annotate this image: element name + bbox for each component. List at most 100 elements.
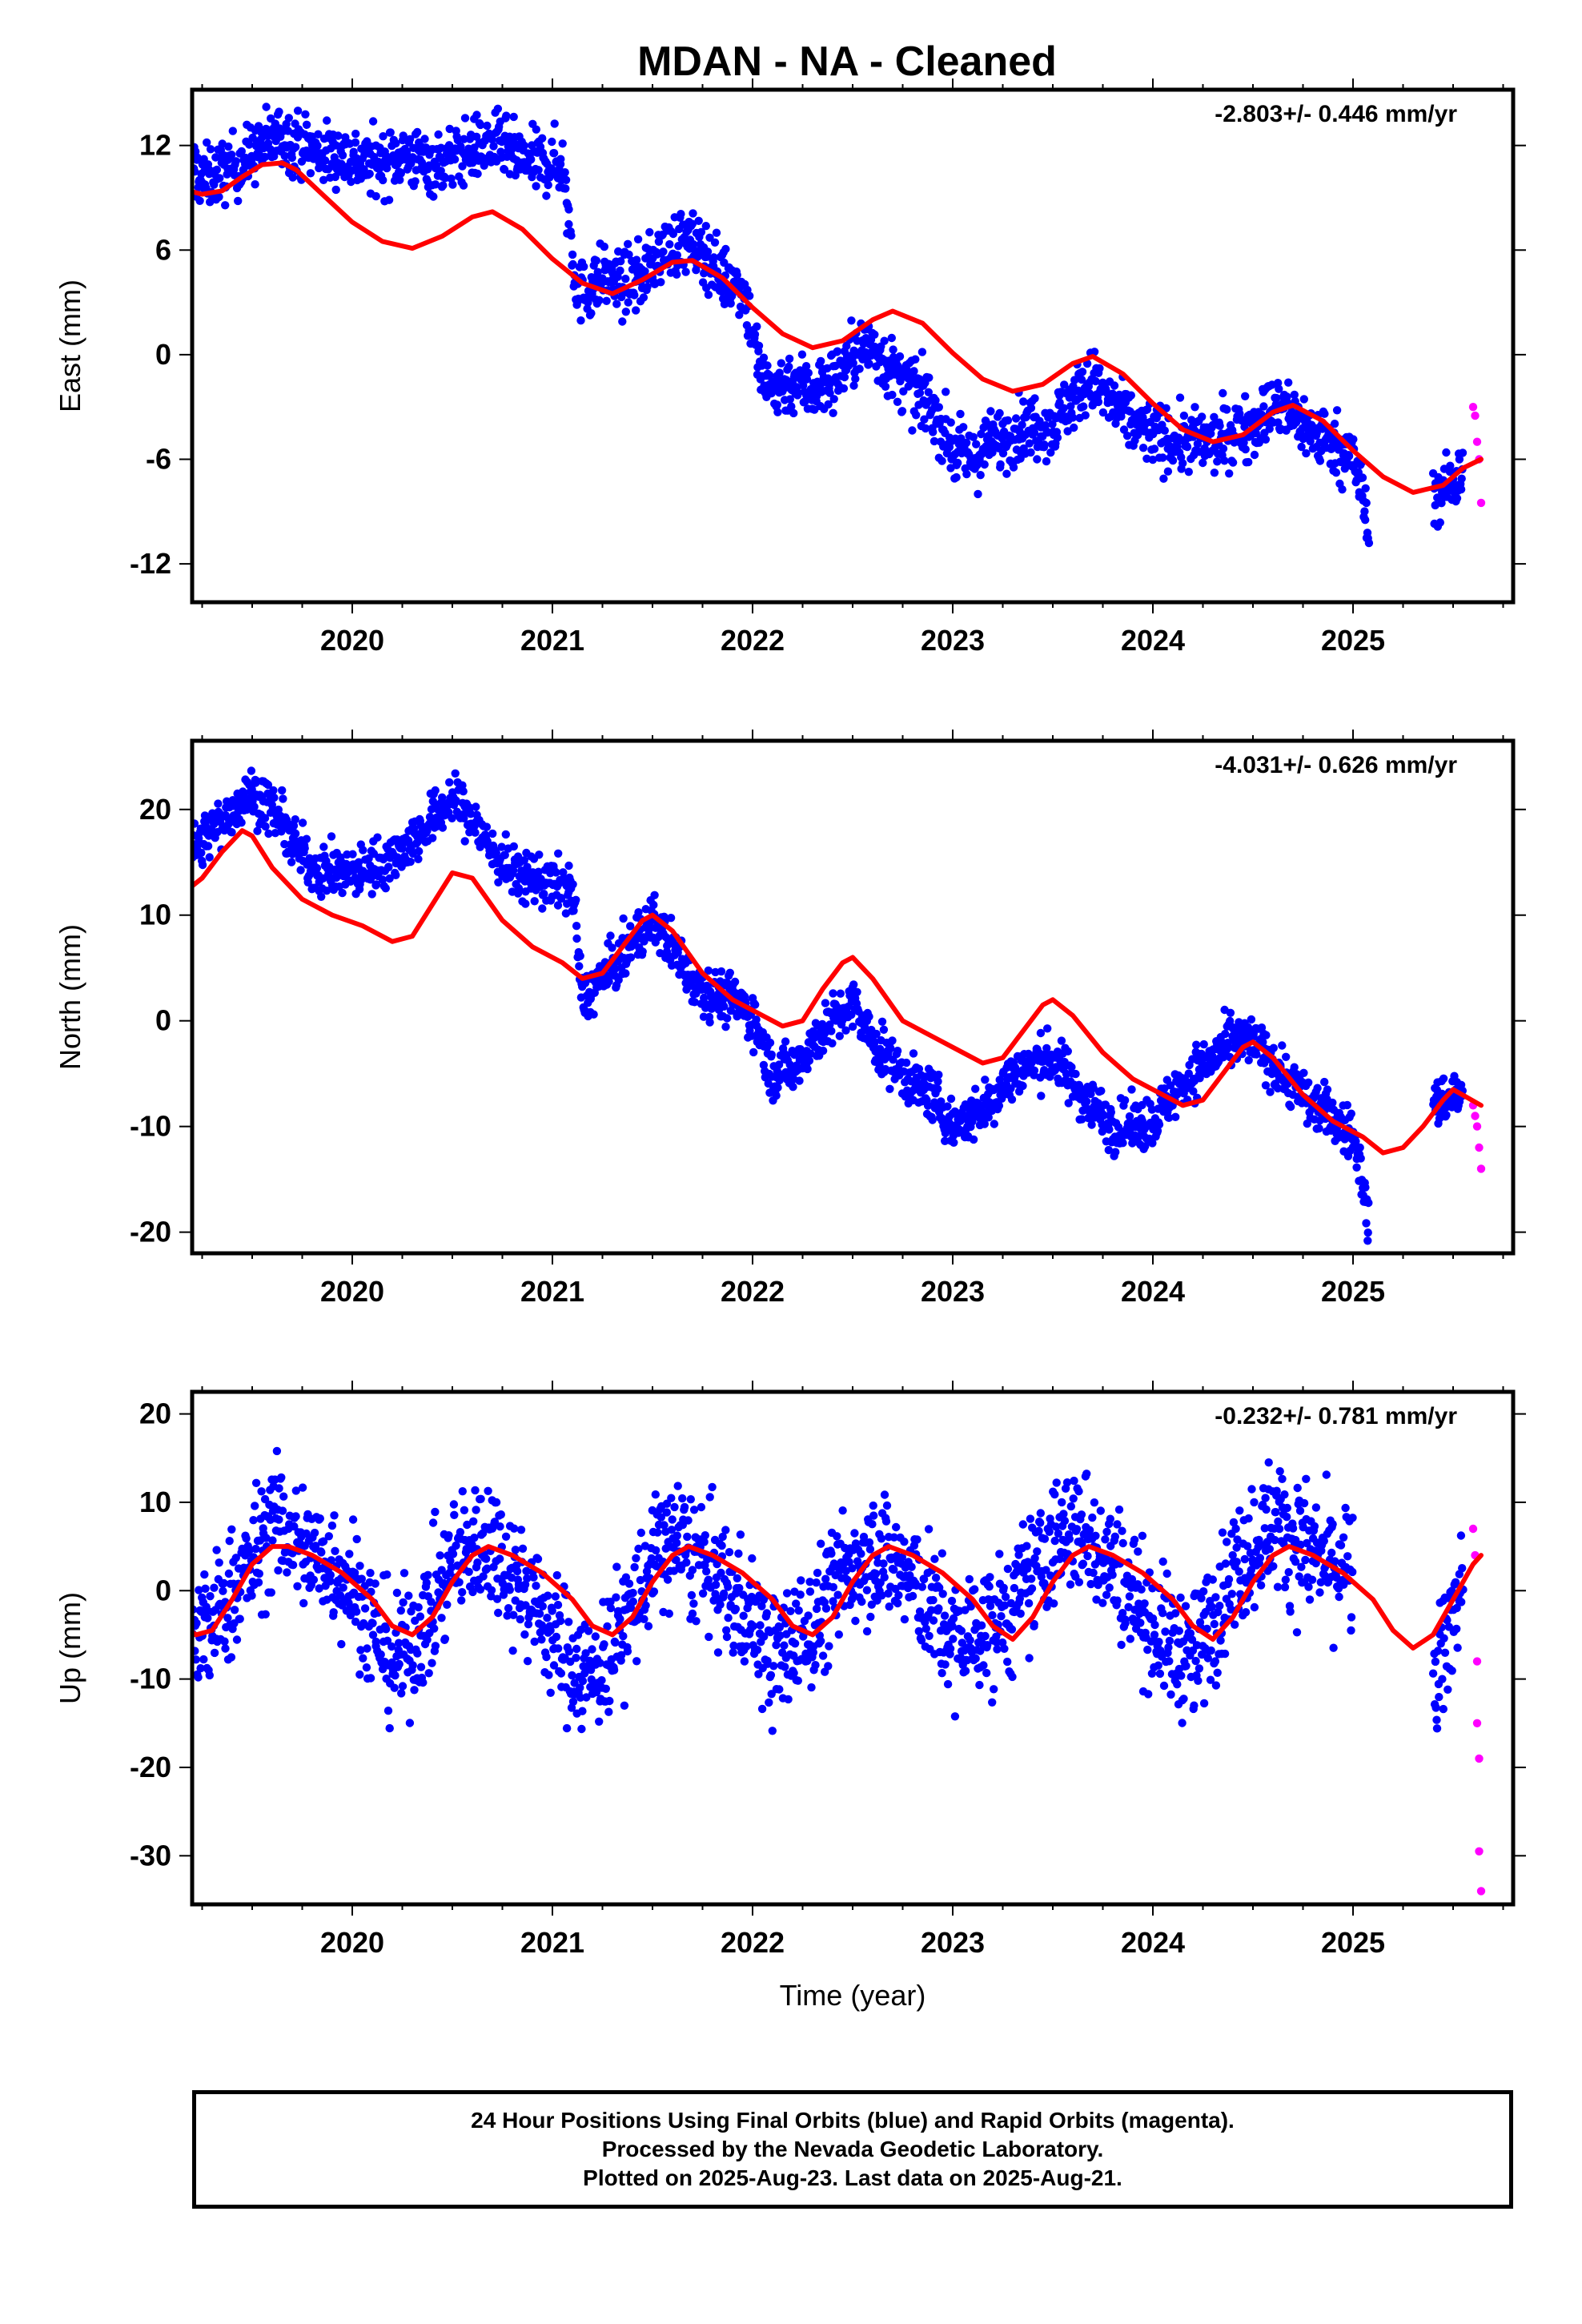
data-point [568, 250, 577, 259]
data-point [1287, 1102, 1295, 1112]
data-point [577, 1724, 586, 1734]
data-point [774, 1060, 784, 1069]
data-point [1320, 409, 1329, 418]
data-point [578, 1707, 587, 1715]
y-tick-label: -10 [130, 1110, 171, 1143]
data-point [436, 1551, 444, 1560]
data-point [205, 853, 214, 862]
data-point [197, 848, 206, 858]
data-point [946, 418, 955, 427]
data-point [787, 402, 796, 411]
data-point [604, 1707, 613, 1716]
data-point [507, 1573, 516, 1582]
data-point [1220, 456, 1229, 465]
data-point [692, 1617, 701, 1626]
data-point [612, 1562, 621, 1571]
data-point [561, 175, 571, 184]
data-point [472, 802, 480, 811]
data-point [497, 842, 506, 851]
data-point [516, 1614, 524, 1624]
data-point [825, 388, 834, 397]
x-tick-label: 2023 [921, 624, 985, 657]
data-point [288, 1561, 298, 1570]
data-point [785, 354, 794, 364]
data-point [473, 169, 482, 179]
data-point [920, 415, 929, 424]
data-point [1053, 433, 1062, 442]
y-tick-label: -30 [130, 1839, 171, 1872]
data-point [484, 1486, 492, 1496]
data-point [789, 1083, 797, 1092]
data-point [626, 953, 636, 962]
data-point [334, 131, 343, 140]
data-point [214, 799, 223, 808]
data-point [1456, 485, 1466, 494]
data-point [1302, 448, 1311, 458]
data-point [396, 169, 405, 178]
data-point [387, 1642, 396, 1651]
data-point [260, 152, 270, 162]
data-point [314, 130, 323, 139]
data-point [589, 1010, 598, 1019]
data-point [1160, 426, 1170, 435]
data-point [330, 1511, 339, 1520]
data-point [496, 1522, 504, 1531]
data-point [558, 139, 567, 148]
y-tick-label: 0 [155, 338, 171, 371]
data-point [724, 1582, 733, 1591]
data-point [371, 880, 381, 889]
x-tick-label: 2024 [1121, 624, 1185, 657]
data-point [561, 909, 571, 918]
data-point [302, 120, 311, 129]
data-point [534, 867, 543, 876]
data-point [459, 181, 468, 190]
data-point [1363, 1236, 1372, 1245]
data-point [616, 1651, 626, 1659]
data-point [505, 1586, 514, 1594]
data-point [674, 242, 683, 251]
data-point [1343, 1100, 1352, 1110]
data-point [1355, 1143, 1364, 1152]
data-point [701, 222, 710, 231]
data-point [880, 336, 889, 345]
plot-area [192, 766, 1486, 1245]
data-point [597, 1676, 606, 1685]
data-point [416, 1663, 426, 1671]
data-point [428, 1518, 438, 1527]
data-point [745, 292, 754, 300]
data-point [1147, 1105, 1157, 1114]
data-point [931, 396, 940, 405]
data-point [382, 1625, 391, 1634]
data-point [633, 1615, 642, 1624]
model-line [192, 828, 1484, 1156]
data-point [930, 436, 939, 446]
data-point [212, 1546, 221, 1554]
data-point [777, 359, 785, 368]
data-point [552, 1632, 561, 1642]
data-point [821, 999, 830, 1007]
data-point [199, 1655, 208, 1664]
data-point [520, 1630, 529, 1639]
data-point [378, 1665, 387, 1674]
data-point [253, 826, 262, 835]
data-point [865, 1012, 873, 1021]
data-point [538, 134, 547, 143]
data-point [588, 1645, 596, 1654]
data-point [561, 184, 570, 193]
data-point [663, 1575, 673, 1584]
data-point [1079, 402, 1088, 411]
data-point [669, 1566, 679, 1575]
data-point [687, 1590, 697, 1600]
data-point [503, 1611, 512, 1620]
data-point [595, 296, 604, 305]
data-point [550, 119, 559, 128]
data-point [533, 1554, 543, 1564]
data-point [700, 993, 709, 1003]
data-point [438, 823, 448, 832]
data-point [309, 1575, 319, 1584]
data-point [835, 1031, 845, 1040]
data-point [357, 1574, 366, 1583]
data-point [954, 458, 962, 468]
data-point [277, 1473, 286, 1482]
data-point [227, 828, 236, 837]
